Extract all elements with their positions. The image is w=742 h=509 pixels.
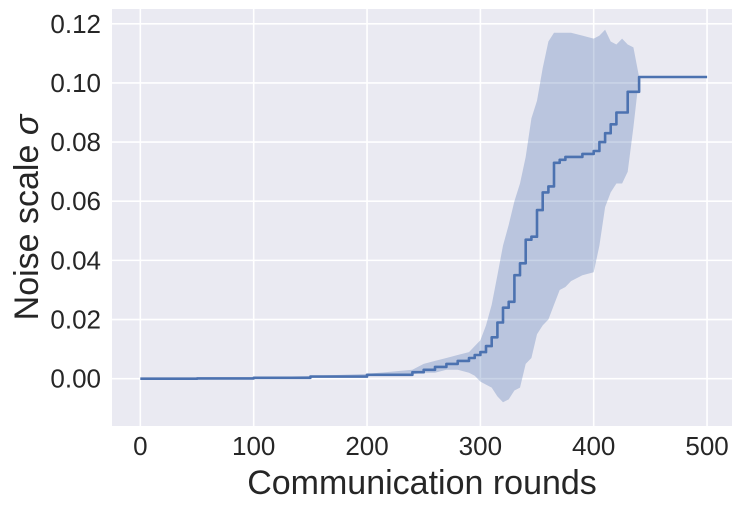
y-axis-label: Noise scale σ: [8, 113, 46, 320]
grid-lines: [112, 9, 732, 426]
x-axis-label: Communication rounds: [247, 464, 597, 502]
y-axis-label-symbol: σ: [8, 113, 46, 135]
noise-scale-confidence-band: [140, 29, 708, 403]
y-tick-label: 0.04: [50, 245, 101, 275]
x-tick-label: 0: [133, 431, 147, 461]
y-axis-label-text: Noise scale: [8, 135, 46, 320]
x-axis-ticks: 0 100 200 300 400 500: [133, 431, 729, 461]
y-axis-ticks: 0.00 0.02 0.04 0.06 0.08 0.10 0.12: [50, 9, 101, 394]
y-tick-label: 0.10: [50, 68, 101, 98]
y-tick-label: 0.00: [50, 364, 101, 394]
y-tick-label: 0.08: [50, 127, 101, 157]
plot-background: [112, 9, 732, 426]
y-tick-label: 0.12: [50, 9, 101, 39]
x-tick-label: 500: [685, 431, 728, 461]
noise-scale-mean-line: [140, 75, 708, 380]
x-tick-label: 300: [459, 431, 502, 461]
x-tick-label: 100: [232, 431, 275, 461]
y-tick-label: 0.02: [50, 305, 101, 335]
y-tick-label: 0.06: [50, 186, 101, 216]
x-tick-label: 200: [345, 431, 388, 461]
x-tick-label: 400: [572, 431, 615, 461]
